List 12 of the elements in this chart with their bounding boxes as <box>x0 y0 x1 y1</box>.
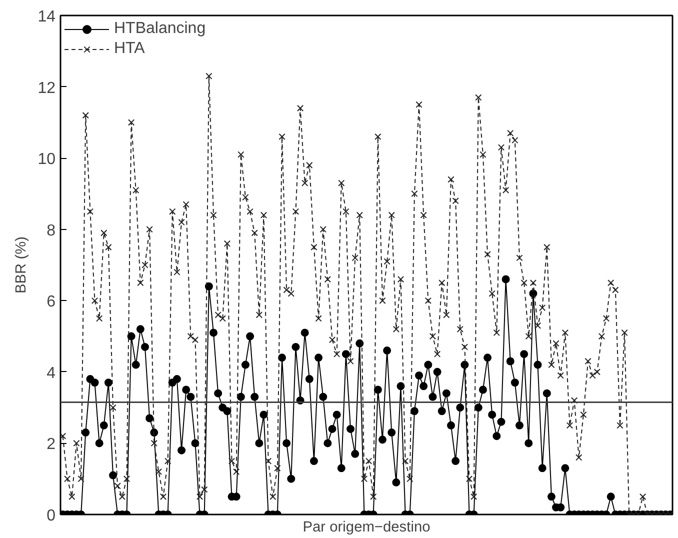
y-tick-label: 6 <box>46 294 56 311</box>
y-tick-label: 14 <box>38 8 56 26</box>
y-tick-label: 2 <box>46 436 56 454</box>
y-axis-title: BBR (%) <box>14 236 30 294</box>
y-tick-label: 10 <box>38 151 56 168</box>
x-axis-title: Par origem−destino <box>302 520 430 536</box>
y-tick-label: 8 <box>46 222 56 240</box>
y-tick-label: 12 <box>38 80 56 97</box>
legend-label: HTA <box>114 40 145 58</box>
legend-label: HTBalancing <box>114 20 206 38</box>
y-tick-label: 4 <box>46 364 56 382</box>
y-tick-label: 0 <box>46 508 56 524</box>
